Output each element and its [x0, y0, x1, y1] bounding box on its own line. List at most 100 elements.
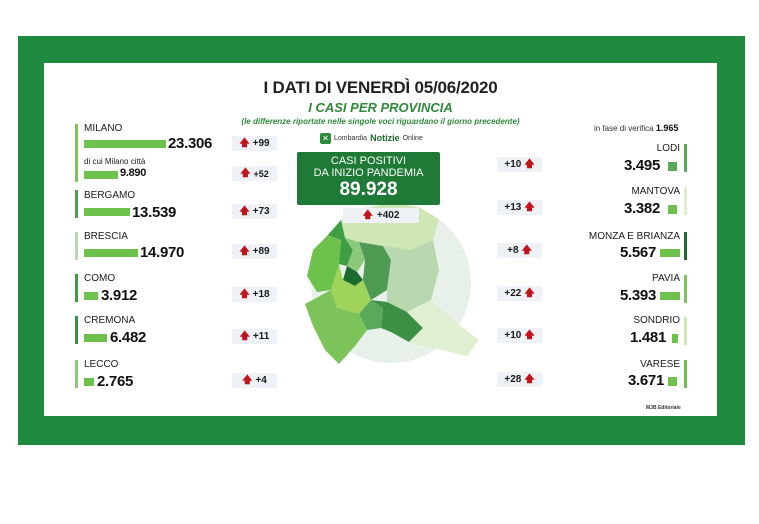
province-delta: +10 🡅 [497, 328, 542, 343]
page-subtitle: I CASI PER PROVINCIA [308, 100, 453, 115]
province-delta: 🡅 +89 [232, 244, 277, 259]
verification-value: 1.965 [655, 123, 679, 133]
province-value: 5.393 [619, 287, 656, 304]
brand-name-3: Online [402, 134, 423, 142]
province-bar [84, 208, 130, 216]
province-side-bar [684, 317, 687, 345]
difference-note: (le differenze riportate nelle singole v… [241, 117, 520, 126]
province-name: BRESCIA [84, 231, 128, 242]
province-side-bar [75, 190, 78, 218]
total-label-1: CASI POSITIVI [330, 155, 407, 167]
arrow-up-icon: 🡅 [239, 288, 250, 300]
map-cremona [371, 300, 423, 342]
province-delta-value: +4 [255, 375, 267, 386]
province-delta: 🡅 +99 [232, 136, 277, 151]
province-name: MILANO [84, 123, 123, 134]
page-title: I DATI DI VENERDÌ 05/06/2020 [263, 78, 498, 97]
credit-label: MJB Editoriale [646, 405, 681, 411]
province-delta-value: +99 [252, 138, 270, 149]
brand-name-1: Lombardia [334, 134, 368, 142]
province-side-bar [684, 232, 687, 260]
province-delta: 🡅 +4 [232, 373, 277, 388]
arrow-up-icon: 🡅 [524, 158, 535, 170]
lombardia-logo-icon: ✕ [320, 132, 331, 144]
province-side-bar [75, 274, 78, 302]
total-cases-box: CASI POSITIVI DA INIZIO PANDEMIA 89.928 [297, 152, 440, 205]
arrow-up-icon: 🡅 [239, 205, 250, 217]
province-delta-value: +8 [507, 245, 519, 256]
province-value: 3.912 [101, 287, 138, 304]
map-pavia [305, 290, 367, 364]
province-name: LECCO [84, 359, 119, 370]
arrow-up-icon: 🡅 [524, 373, 535, 385]
province-side-bar [684, 144, 687, 172]
province-marker [668, 162, 677, 171]
total-value: 89.928 [339, 179, 398, 200]
province-name: PAVIA [652, 273, 680, 284]
province-name: COMO [84, 273, 116, 284]
milano-city-label: di cui Milano città [84, 157, 146, 166]
map-como [328, 220, 353, 266]
province-value: 13.539 [132, 204, 177, 221]
province-value: 3.495 [623, 157, 660, 174]
milano-city-delta-value: +52 [253, 168, 269, 179]
arrow-up-icon: 🡅 [524, 329, 535, 341]
province-bar [660, 292, 680, 300]
map-bergamo [359, 242, 391, 300]
province-value: 3.382 [623, 200, 660, 217]
total-delta-value: +402 [376, 210, 400, 221]
map-lecco [345, 238, 365, 272]
arrow-up-icon: 🡅 [239, 245, 250, 257]
province-value: 5.567 [619, 244, 656, 261]
province-value: 3.671 [627, 372, 664, 389]
brand-name-2: Notizie [370, 133, 400, 143]
arrow-up-icon: 🡅 [239, 330, 250, 342]
verification-note: in fase di verifica 1.965 [594, 123, 678, 133]
arrow-up-icon: 🡅 [242, 374, 253, 386]
province-bar [84, 334, 107, 342]
map-lodi [359, 300, 383, 330]
province-delta: +10 🡅 [497, 157, 542, 172]
province-delta-value: +22 [504, 288, 522, 299]
province-delta: +22 🡅 [497, 286, 542, 301]
province-side-bar [75, 316, 78, 344]
province-marker [668, 377, 677, 386]
province-name: CREMONA [84, 315, 136, 326]
province-name: MONZA E BRIANZA [588, 231, 680, 242]
map-mantova [407, 300, 479, 356]
province-delta: +8 🡅 [497, 243, 542, 258]
province-delta-value: +10 [504, 159, 522, 170]
milano-city-value: 9.890 [120, 167, 147, 179]
province-delta: 🡅 +18 [232, 287, 277, 302]
province-bar [84, 140, 166, 148]
milano-city-delta: 🡅 +52 [232, 166, 277, 181]
province-delta-value: +11 [252, 331, 270, 342]
province-delta: +28 🡅 [497, 372, 542, 387]
arrow-up-icon: 🡅 [362, 209, 373, 221]
province-delta: 🡅 +73 [232, 204, 277, 219]
province-bar [84, 378, 94, 386]
province-side-bar [684, 360, 687, 388]
province-name: SONDRIO [633, 315, 680, 326]
province-bar [84, 292, 98, 300]
province-value: 1.481 [629, 329, 666, 346]
arrow-up-icon: 🡅 [240, 167, 251, 179]
map-monza [343, 266, 363, 286]
milano-city-bar [84, 171, 118, 179]
milano-side-bar [75, 124, 78, 182]
arrow-up-icon: 🡅 [524, 201, 535, 213]
arrow-up-icon: 🡅 [521, 244, 532, 256]
province-delta-value: +73 [252, 206, 270, 217]
province-delta-value: +89 [252, 246, 270, 257]
province-side-bar [75, 232, 78, 260]
total-label-2: DA INIZIO PANDEMIA [313, 167, 424, 179]
province-marker [668, 205, 677, 214]
province-side-bar [75, 360, 78, 388]
province-delta: 🡅 +11 [232, 329, 277, 344]
province-value: 14.970 [140, 244, 185, 261]
map-brescia [383, 240, 439, 312]
province-value: 2.765 [97, 373, 134, 390]
province-delta-value: +28 [504, 374, 522, 385]
total-delta: 🡅 +402 [343, 208, 419, 223]
province-delta-value: +18 [252, 289, 270, 300]
